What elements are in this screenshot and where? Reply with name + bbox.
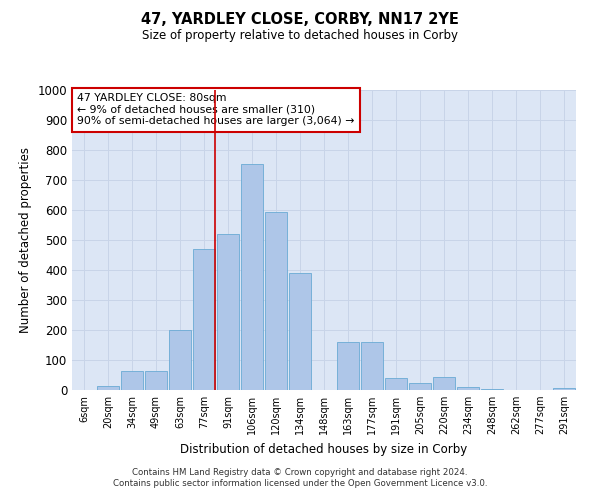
- Bar: [337, 342, 359, 390]
- Bar: [457, 387, 479, 390]
- Y-axis label: Number of detached properties: Number of detached properties: [19, 147, 32, 333]
- Text: Size of property relative to detached houses in Corby: Size of property relative to detached ho…: [142, 29, 458, 42]
- Bar: [409, 384, 431, 390]
- Text: 47, YARDLEY CLOSE, CORBY, NN17 2YE: 47, YARDLEY CLOSE, CORBY, NN17 2YE: [141, 12, 459, 28]
- Bar: [97, 386, 119, 390]
- Bar: [217, 234, 239, 390]
- Bar: [145, 370, 167, 390]
- Bar: [289, 273, 311, 390]
- Bar: [121, 370, 143, 390]
- Text: Distribution of detached houses by size in Corby: Distribution of detached houses by size …: [181, 442, 467, 456]
- Bar: [433, 377, 455, 390]
- Bar: [385, 378, 407, 390]
- Bar: [481, 388, 503, 390]
- Bar: [553, 388, 575, 390]
- Bar: [361, 342, 383, 390]
- Bar: [265, 212, 287, 390]
- Text: Contains HM Land Registry data © Crown copyright and database right 2024.
Contai: Contains HM Land Registry data © Crown c…: [113, 468, 487, 487]
- Bar: [193, 249, 215, 390]
- Text: 47 YARDLEY CLOSE: 80sqm
← 9% of detached houses are smaller (310)
90% of semi-de: 47 YARDLEY CLOSE: 80sqm ← 9% of detached…: [77, 93, 355, 126]
- Bar: [241, 164, 263, 390]
- Bar: [169, 330, 191, 390]
